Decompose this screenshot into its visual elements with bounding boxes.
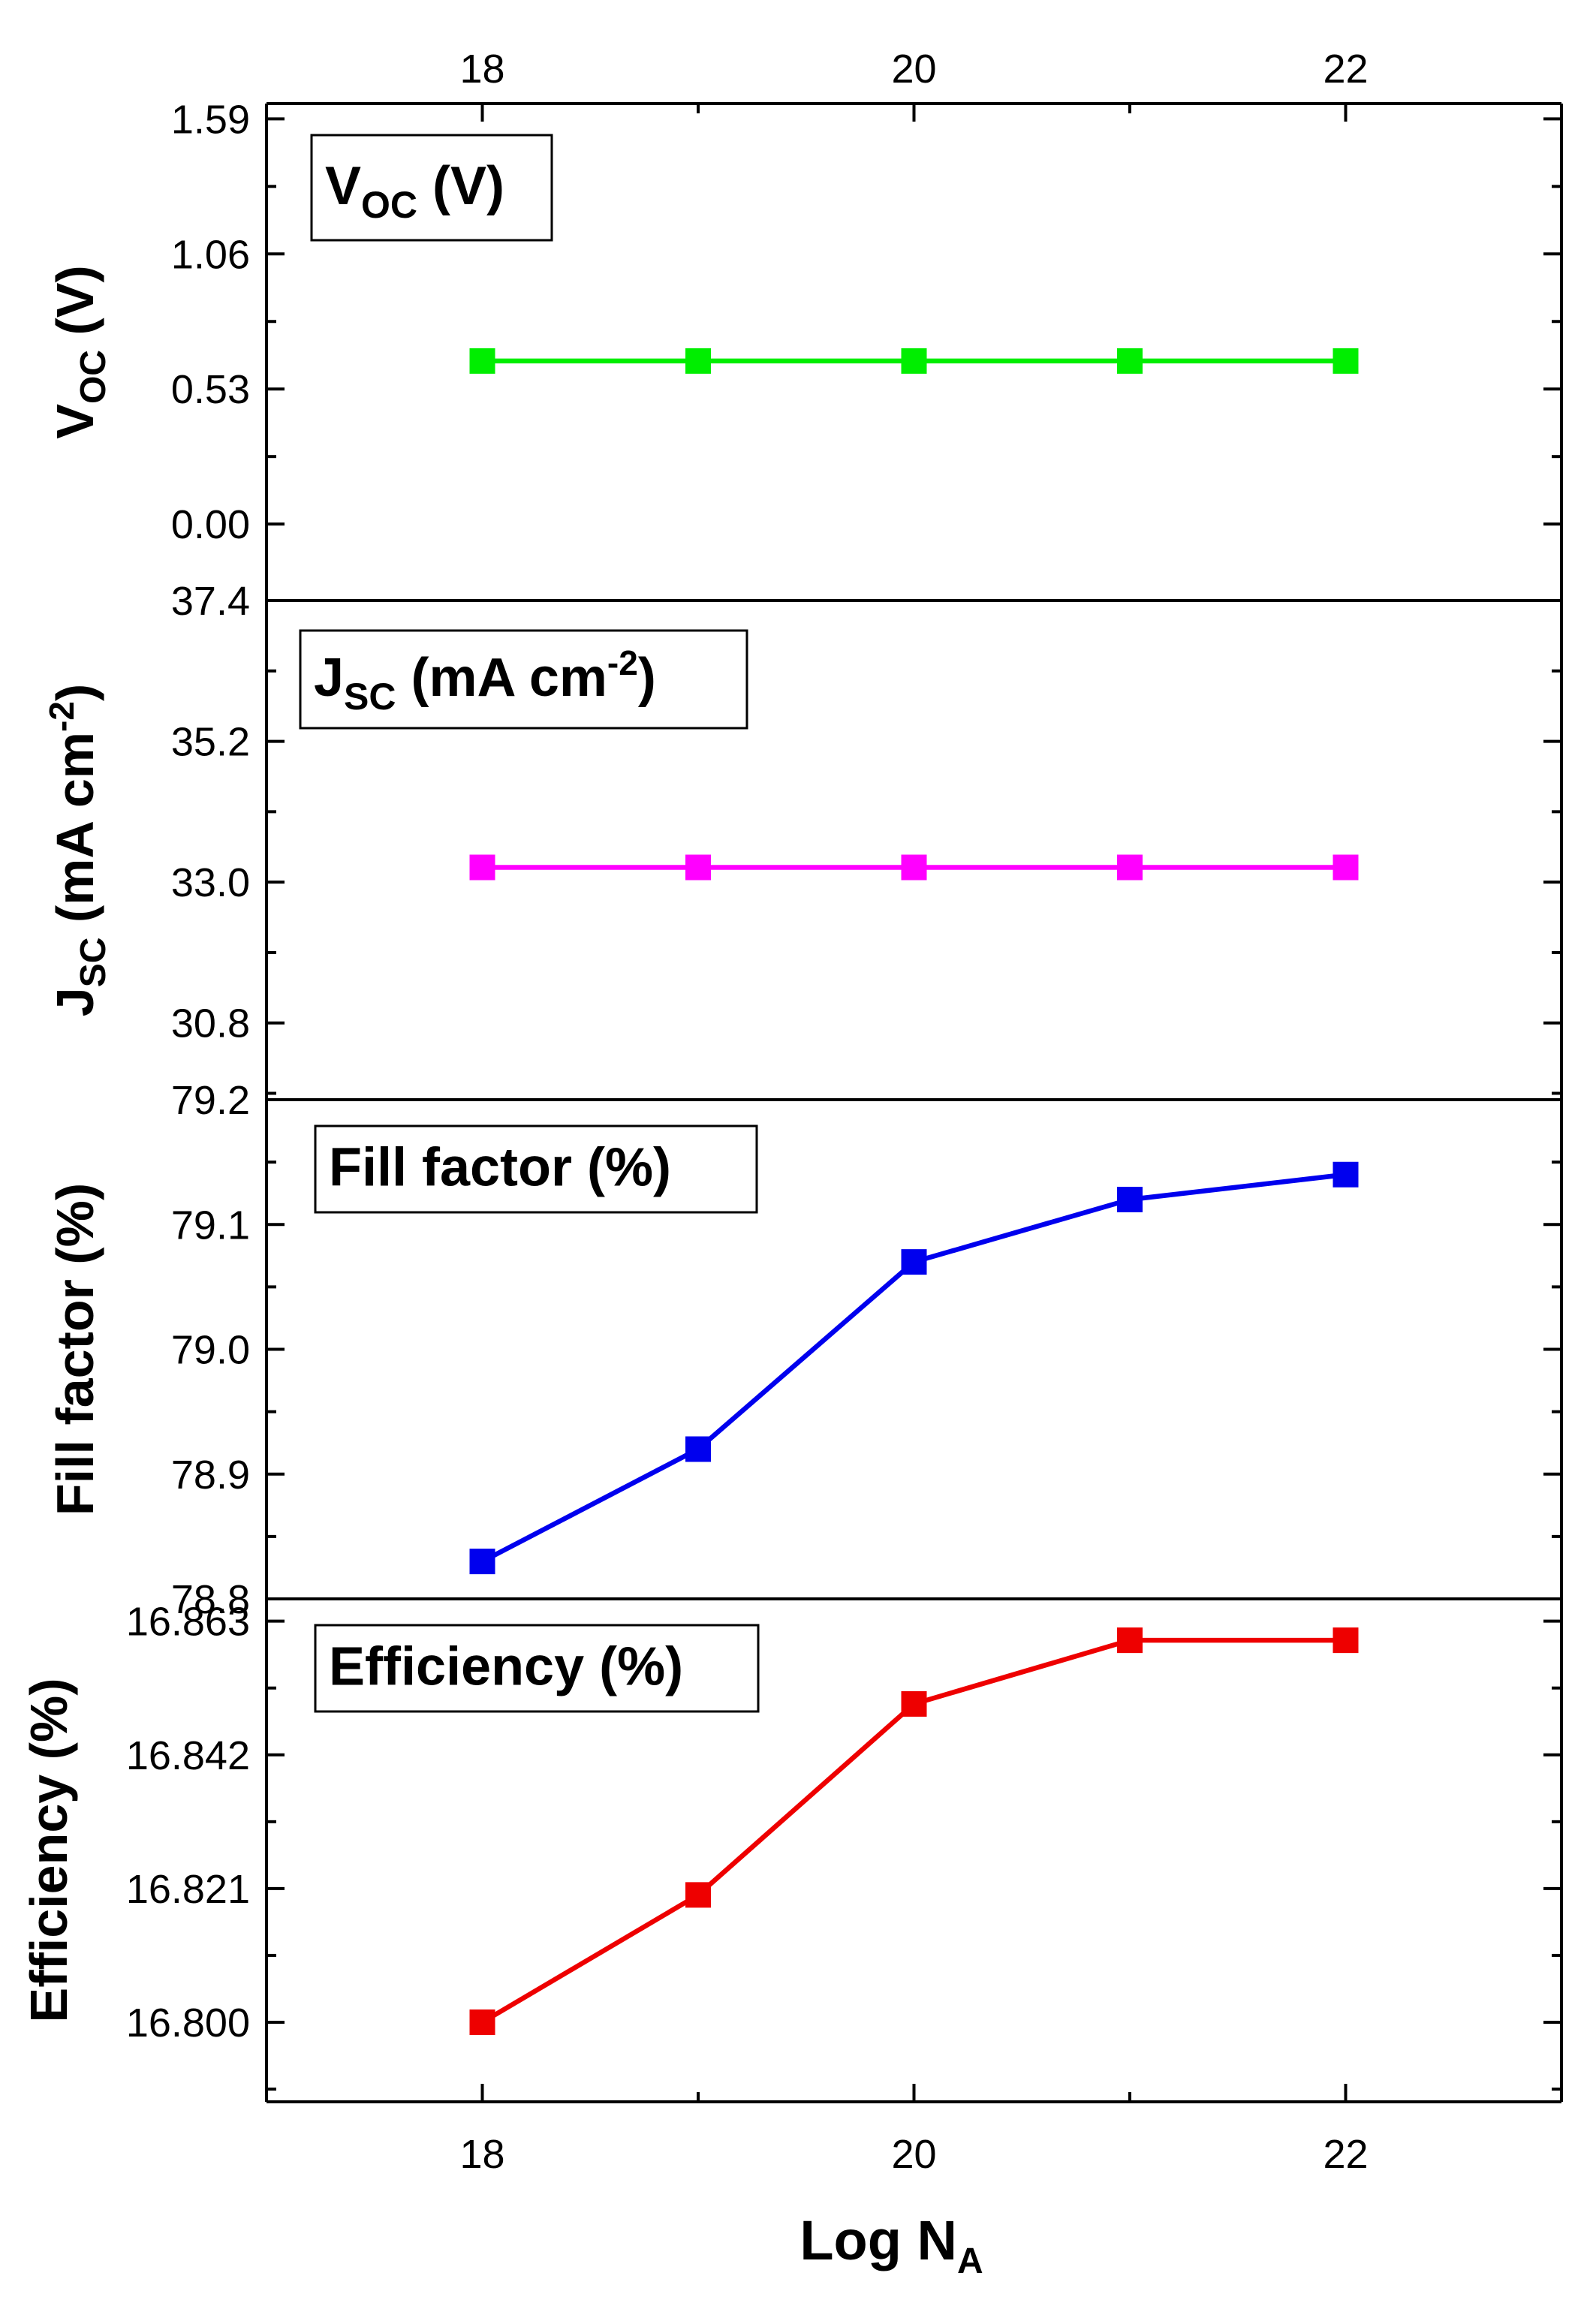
x-tick-label-top: 18 (459, 47, 504, 92)
x-axis-title: Log NA (800, 2209, 983, 2281)
data-point-eff (469, 2009, 495, 2035)
data-point-voc (1117, 348, 1143, 374)
y-tick-label: 16.800 (126, 2000, 250, 2046)
panel-label-subscript: OC (361, 184, 417, 226)
y-tick-label: 33.0 (171, 860, 250, 905)
y-axis-title-main: V (46, 404, 104, 439)
panel-label-end: ) (638, 648, 656, 708)
y-axis-title-subscript: SC (74, 938, 113, 988)
panel-label-main: Efficiency (%) (329, 1637, 683, 1697)
panel-eff: 16.800 16.821 16.842 16.863 Efficiency (%) Ef… (20, 1597, 1561, 2091)
y-tick-label: 79.1 (171, 1203, 250, 1248)
panel-label: JSC (mA cm-2) (314, 643, 656, 718)
y-axis-title-subscript: OC (74, 350, 113, 404)
y-axis-title: VOC (V) (46, 265, 113, 438)
y-axis-title-end: ) (46, 684, 104, 701)
y-tick-label: 0.53 (171, 367, 250, 412)
x-tick-label-bottom: 20 (891, 2132, 936, 2177)
y-tick-label: 79.0 (171, 1328, 250, 1373)
data-point-ff (1117, 1187, 1143, 1212)
panel-label-box (299, 629, 748, 730)
y-axis-title-tail: (V) (46, 265, 104, 350)
data-point-voc (901, 348, 927, 374)
y-axis-title-main: Fill factor (%) (46, 1183, 104, 1516)
panel-ff: 78.8 78.9 79.0 79.1 79.2 Fill factor (%) Fill … (46, 1078, 1561, 1622)
data-point-ff (685, 1436, 711, 1462)
panel-label-box (314, 1624, 760, 1713)
data-point-jsc (685, 854, 711, 881)
data-point-voc (469, 348, 495, 374)
data-point-jsc (469, 854, 495, 881)
data-point-voc (1333, 348, 1359, 374)
y-tick-label: 35.2 (171, 720, 250, 765)
y-axis-title-superscript: -2 (42, 701, 81, 732)
y-axis-title-main: J (46, 987, 104, 1016)
data-point-ff (469, 1549, 495, 1575)
x-tick-label-top: 22 (1323, 47, 1368, 92)
panel-label-box (314, 1124, 758, 1214)
panel-label-main: V (325, 156, 361, 216)
data-point-eff (1333, 1627, 1359, 1654)
panel-label-superscript: -2 (607, 643, 638, 682)
data-point-jsc (1117, 854, 1143, 881)
data-point-jsc (901, 854, 927, 881)
panel-label-subscript: SC (344, 676, 396, 718)
panel-label-main: J (314, 648, 344, 708)
y-tick-label: 79.2 (171, 1078, 250, 1123)
panel-label-tail: (mA cm (396, 648, 607, 708)
x-tick-label-bottom: 22 (1323, 2132, 1368, 2177)
y-tick-label: 16.842 (126, 1733, 250, 1778)
data-point-ff (1333, 1161, 1359, 1188)
data-point-jsc (1333, 854, 1359, 881)
data-point-eff (1117, 1627, 1143, 1654)
panel-label: VOC (V) (325, 156, 504, 226)
y-axis-title: Efficiency (%) (20, 1678, 78, 2023)
y-axis-title-main: Efficiency (%) (20, 1678, 78, 2023)
y-tick-label: 16.863 (126, 1600, 250, 1645)
data-point-voc (685, 348, 711, 374)
panel-label-main: Fill factor (%) (329, 1138, 671, 1198)
y-tick-label: 16.821 (126, 1867, 250, 1912)
data-point-eff (685, 1882, 711, 1908)
x-tick-label-top: 20 (891, 47, 936, 92)
y-tick-label: 0.00 (171, 502, 250, 547)
panel-label-tail: (V) (417, 156, 504, 216)
y-tick-label: 30.8 (171, 1001, 250, 1046)
y-tick-label: 78.9 (171, 1453, 250, 1498)
y-axis-title: JSC (mA cm-2) (42, 684, 113, 1016)
x-axis-title-main: Log N (800, 2209, 957, 2271)
y-tick-label: 37.4 (171, 579, 250, 624)
panel-label: Efficiency (%) (329, 1637, 683, 1697)
y-tick-label: 78.8 (171, 1577, 250, 1622)
data-point-eff (901, 1690, 927, 1717)
x-axis-title-subscript: A (957, 2241, 983, 2281)
y-axis-title: Fill factor (%) (46, 1183, 104, 1516)
y-axis-title-tail: (mA cm (46, 732, 104, 938)
y-tick-label: 1.06 (171, 232, 250, 277)
panel-label-box (310, 134, 553, 242)
data-point-ff (901, 1249, 927, 1275)
x-tick-label-bottom: 18 (459, 2132, 504, 2177)
panel-label: Fill factor (%) (329, 1138, 671, 1198)
y-tick-label: 1.59 (171, 97, 250, 142)
